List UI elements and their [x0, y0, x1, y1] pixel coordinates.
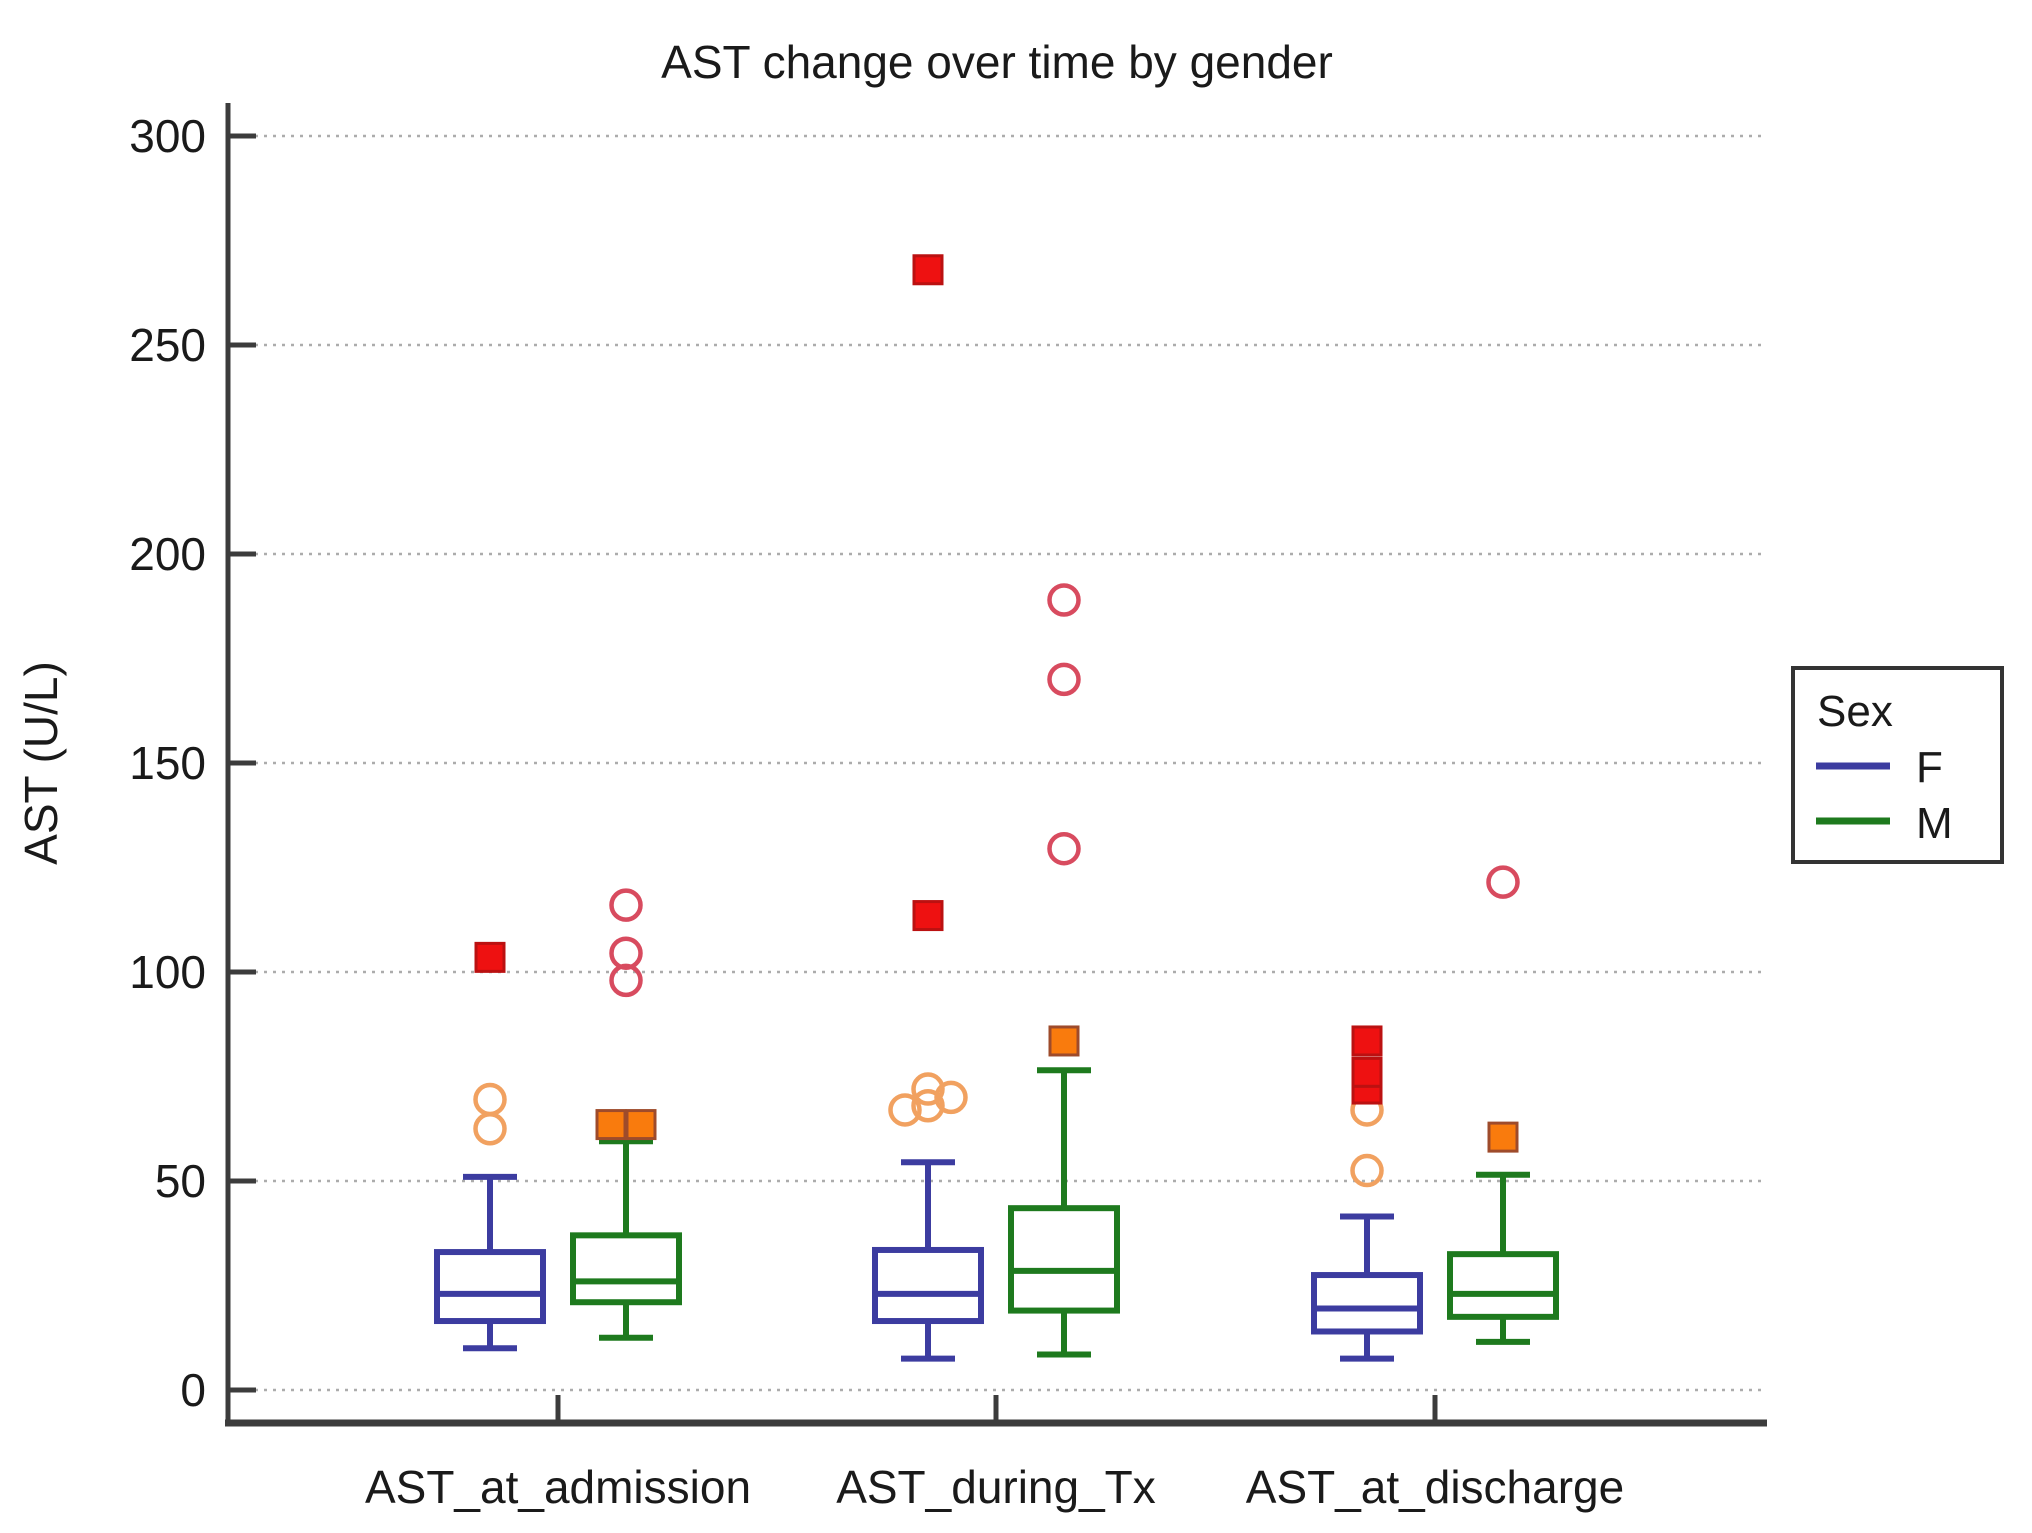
box-M-2-outlier-0	[1487, 1121, 1519, 1153]
box-F-1-outlier-3	[934, 1080, 968, 1115]
box-M-1-outlier-1	[1047, 831, 1081, 866]
y-tick-label-250: 250	[129, 319, 206, 371]
box-F-1-outlier-1	[911, 1089, 945, 1123]
y-tick-label-100: 100	[129, 946, 206, 998]
legend-label-male: M	[1916, 799, 1953, 848]
box-M-0-outlier-3	[609, 936, 643, 970]
x-tick-label-0: AST_at_admission	[365, 1461, 751, 1513]
box-M-0-outlier-0	[595, 1109, 627, 1141]
legend-label-female: F	[1916, 743, 1943, 792]
legend: Sex F M	[1791, 666, 2004, 864]
box-F-2-outlier-4	[1351, 1025, 1383, 1057]
box-F-0-outlier-1	[473, 1082, 507, 1117]
outlier-markers	[473, 254, 1520, 1188]
box-F-1-outlier-0	[888, 1093, 922, 1127]
box-F-0-iqr	[434, 1249, 546, 1325]
gridlines	[228, 134, 1767, 1392]
y-tick-label-200: 200	[129, 528, 206, 580]
box-F-2-iqr	[1311, 1272, 1423, 1335]
x-tick-label-2: AST_at_discharge	[1246, 1461, 1624, 1513]
box-F-1-outlier-4	[912, 900, 944, 932]
box-whisker-glyphs	[434, 1067, 1559, 1362]
box-F-1-iqr	[872, 1246, 984, 1325]
chart-title: AST change over time by gender	[661, 36, 1333, 88]
box-M-0-outlier-2	[609, 963, 643, 998]
box-F-2-outlier-0	[1350, 1153, 1384, 1188]
box-M-1-outlier-3	[1047, 583, 1081, 617]
y-tick-label-50: 50	[155, 1155, 206, 1207]
axes	[225, 103, 1767, 1427]
box-M-1-iqr	[1008, 1205, 1120, 1314]
box-M-0-outlier-1	[625, 1109, 657, 1141]
box-F-1-outlier-5	[912, 254, 944, 286]
y-tick-label-300: 300	[129, 110, 206, 162]
box-M-1-outlier-2	[1047, 662, 1081, 697]
box-M-0-outlier-4	[609, 888, 643, 922]
x-tick-label-1: AST_during_Tx	[836, 1461, 1156, 1513]
y-axis-label: AST (U/L)	[15, 661, 67, 865]
box-M-2-iqr	[1447, 1251, 1559, 1320]
box-M-0-iqr	[570, 1232, 682, 1306]
box-F-0-outlier-0	[473, 1112, 507, 1146]
box-M-1-outlier-0	[1048, 1025, 1080, 1057]
legend-title: Sex	[1817, 687, 1893, 736]
y-tick-label-0: 0	[180, 1364, 206, 1416]
tick-labels: 0 50 100 150 200 250 300 AST_at_admission AST_du…	[129, 110, 1624, 1513]
box-F-2-outlier-3	[1351, 1056, 1383, 1088]
y-tick-label-150: 150	[129, 737, 206, 789]
box-F-1-outlier-2	[911, 1072, 945, 1106]
box-M-2-outlier-1	[1486, 865, 1520, 899]
box-F-0-outlier-2	[474, 941, 506, 973]
